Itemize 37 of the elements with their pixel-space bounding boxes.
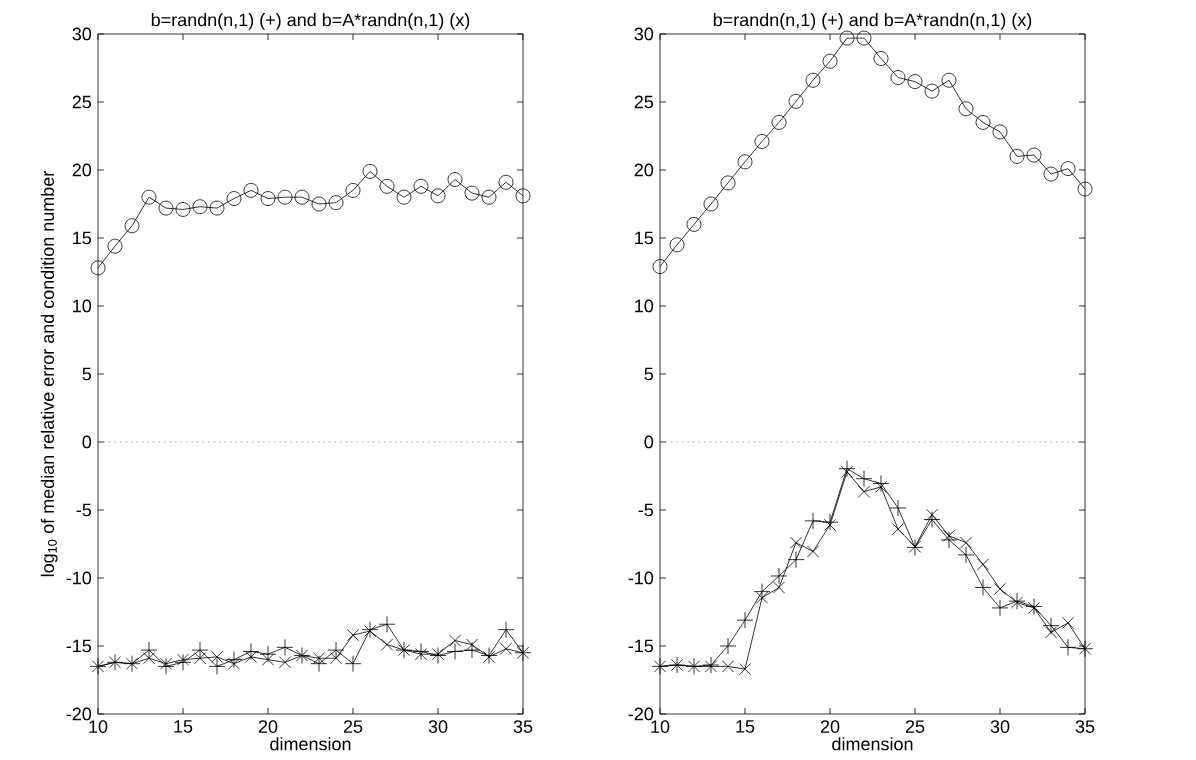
x-tick-label: 20 [820, 720, 840, 733]
x-tick-label: 20 [258, 720, 278, 733]
y-tick-label: 0 [82, 435, 92, 449]
y-tick-label: 10 [73, 299, 92, 313]
y-tick-label: 5 [644, 367, 654, 381]
x-tick-label: 30 [990, 720, 1010, 733]
x-tick-label: 35 [513, 720, 533, 733]
y-tick-label: 20 [72, 163, 92, 177]
chart-title: b=randn(n,1) (+) and b=A*randn(n,1) (x) [151, 13, 470, 30]
y-tick-label: 15 [73, 231, 92, 245]
x-tick-label: 15 [736, 720, 755, 733]
y-tick-label: -15 [628, 639, 654, 653]
y-tick-label: 10 [635, 299, 654, 313]
y-tick-label: -20 [66, 707, 92, 721]
x-tick-label: 25 [343, 720, 363, 733]
x-axis-title: dimension [832, 737, 913, 751]
y-tick-label: 25 [634, 95, 654, 109]
y-tick-label: 20 [634, 163, 654, 177]
chart-title: b=randn(n,1) (+) and b=A*randn(n,1) (x) [713, 13, 1032, 30]
x-tick-label: 30 [428, 720, 448, 733]
x-axis-title: dimension [270, 737, 351, 751]
y-tick-label: -10 [628, 571, 654, 585]
y-tick-label: -10 [66, 571, 92, 585]
y-tick-label: 30 [72, 27, 92, 41]
y-tick-label: 30 [634, 27, 654, 41]
y-tick-label: 0 [644, 435, 654, 449]
y-axis-title: log$_{10}$ of median relative error and condition number [40, 171, 58, 577]
y-tick-label: -5 [76, 503, 92, 517]
x-tick-label: 35 [1075, 720, 1095, 733]
y-tick-label: -20 [628, 707, 654, 721]
y-tick-label: 25 [72, 95, 92, 109]
y-tick-label: 15 [635, 231, 654, 245]
y-tick-label: -5 [638, 503, 654, 517]
x-tick-label: 25 [905, 720, 925, 733]
y-tick-label: -15 [66, 639, 92, 653]
y-tick-label: 5 [82, 367, 92, 381]
x-tick-label: 15 [174, 720, 193, 733]
